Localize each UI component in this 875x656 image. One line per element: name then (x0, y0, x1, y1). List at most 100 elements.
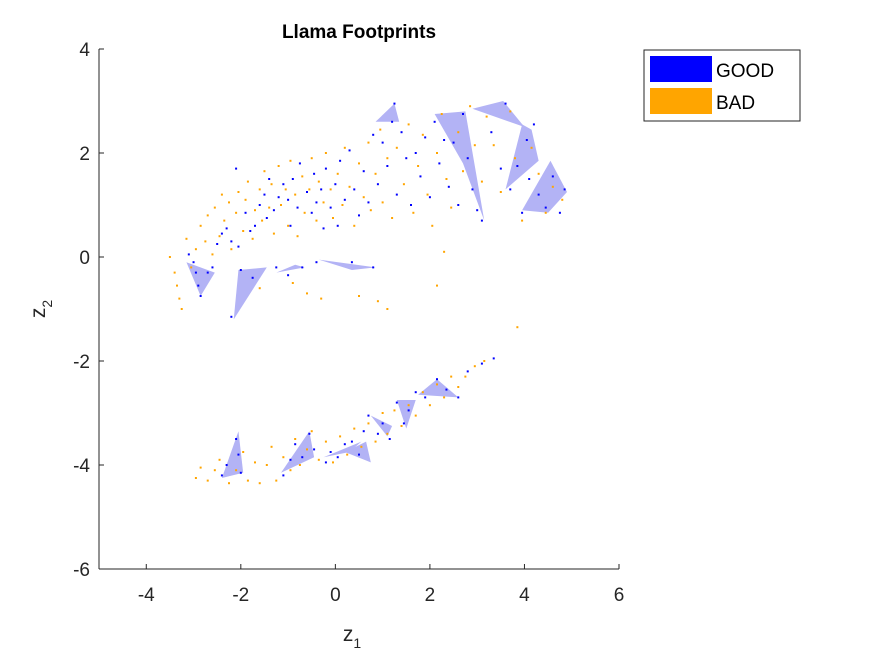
good-point-39 (329, 206, 332, 209)
bad-point-37 (296, 235, 299, 238)
good-footprint-11 (323, 441, 362, 458)
good-point-113 (381, 422, 384, 425)
good-point-96 (237, 453, 240, 456)
good-footprint-4 (375, 103, 400, 122)
good-point-2 (194, 271, 197, 274)
good-point-10 (230, 240, 233, 243)
bad-point-124 (346, 453, 349, 456)
good-point-59 (414, 152, 417, 154)
good-point-42 (339, 159, 342, 162)
bad-point-100 (194, 477, 197, 479)
x-ticks: -4 -2 0 2 4 6 (138, 564, 624, 606)
axes (98, 49, 619, 570)
bad-point-57 (374, 172, 377, 175)
bad-point-133 (407, 404, 410, 407)
good-point-36 (320, 188, 323, 191)
good-point-93 (220, 474, 223, 477)
good-point-120 (436, 378, 438, 381)
x-tick-label-0: -4 (138, 585, 155, 606)
good-footprint-14 (396, 400, 416, 429)
good-point-23 (275, 266, 278, 269)
bad-point-80 (492, 144, 495, 147)
bad-point-53 (358, 162, 360, 165)
bad-point-110 (258, 482, 261, 485)
good-point-94 (225, 464, 228, 466)
bad-point-63 (402, 183, 405, 186)
bad-point-111 (265, 464, 268, 466)
good-point-40 (334, 183, 337, 186)
bad-point-50 (343, 146, 346, 149)
bad-point-99 (291, 282, 294, 284)
good-point-87 (563, 188, 566, 191)
bad-point-96 (376, 300, 379, 303)
good-point-82 (532, 123, 535, 126)
legend-label-bad: BAD (716, 93, 755, 114)
good-point-6 (211, 266, 214, 269)
y-axis-label-main: z (27, 308, 50, 319)
good-point-22 (272, 209, 275, 212)
good-point-69 (462, 113, 464, 115)
good-point-16 (251, 276, 254, 279)
good-point-48 (367, 201, 370, 204)
good-point-9 (225, 227, 228, 230)
good-footprint-7 (505, 124, 539, 190)
bad-point-70 (436, 152, 438, 154)
good-footprint-3 (318, 259, 376, 270)
bad-point-0 (168, 256, 171, 258)
good-point-77 (509, 188, 512, 191)
good-point-76 (504, 102, 507, 105)
bad-point-129 (381, 412, 384, 414)
bad-point-98 (258, 287, 261, 290)
good-point-55 (395, 193, 398, 196)
x-tick-label-1: -2 (232, 585, 249, 606)
x-tick-label-2: 0 (330, 585, 341, 606)
good-point-108 (350, 440, 353, 443)
good-point-20 (265, 217, 268, 219)
good-point-53 (391, 120, 394, 123)
bad-point-6 (190, 266, 193, 269)
good-point-104 (324, 461, 327, 464)
footprint-layer (186, 101, 567, 478)
good-point-102 (308, 432, 311, 435)
y-tick-label-4: 2 (79, 144, 90, 165)
bad-point-102 (206, 479, 209, 482)
good-point-26 (287, 198, 290, 201)
good-point-112 (376, 432, 379, 435)
good-point-80 (525, 139, 528, 141)
bad-point-109 (254, 461, 256, 464)
bad-point-143 (483, 360, 486, 362)
bad-point-10 (206, 214, 209, 217)
bad-point-114 (282, 456, 285, 459)
good-point-88 (230, 315, 233, 318)
bad-point-89 (561, 198, 564, 201)
bad-point-59 (381, 201, 384, 204)
good-point-72 (476, 209, 479, 212)
bad-point-68 (426, 193, 429, 196)
good-footprint-9 (221, 431, 244, 478)
y-tick-label-3: 0 (79, 248, 90, 269)
bad-point-1 (173, 271, 176, 274)
good-point-115 (395, 401, 398, 404)
bad-point-106 (235, 469, 238, 472)
good-point-122 (457, 396, 460, 399)
good-point-13 (239, 269, 242, 271)
bad-point-131 (393, 409, 396, 412)
good-point-111 (367, 414, 370, 417)
good-point-30 (298, 162, 301, 165)
y-tick-label-2: -2 (73, 352, 90, 373)
bad-point-16 (228, 201, 230, 204)
good-point-61 (424, 136, 427, 139)
good-point-31 (301, 266, 304, 269)
good-point-62 (428, 196, 431, 199)
bad-points-layer (168, 105, 564, 485)
good-point-46 (358, 214, 360, 217)
good-point-106 (336, 456, 339, 459)
bad-point-48 (336, 172, 339, 175)
good-point-15 (249, 230, 252, 232)
good-point-35 (315, 201, 318, 204)
bad-point-56 (369, 209, 372, 212)
bad-point-2 (176, 284, 178, 287)
bad-point-26 (261, 219, 264, 222)
good-point-68 (457, 204, 460, 206)
good-point-37 (322, 227, 325, 230)
